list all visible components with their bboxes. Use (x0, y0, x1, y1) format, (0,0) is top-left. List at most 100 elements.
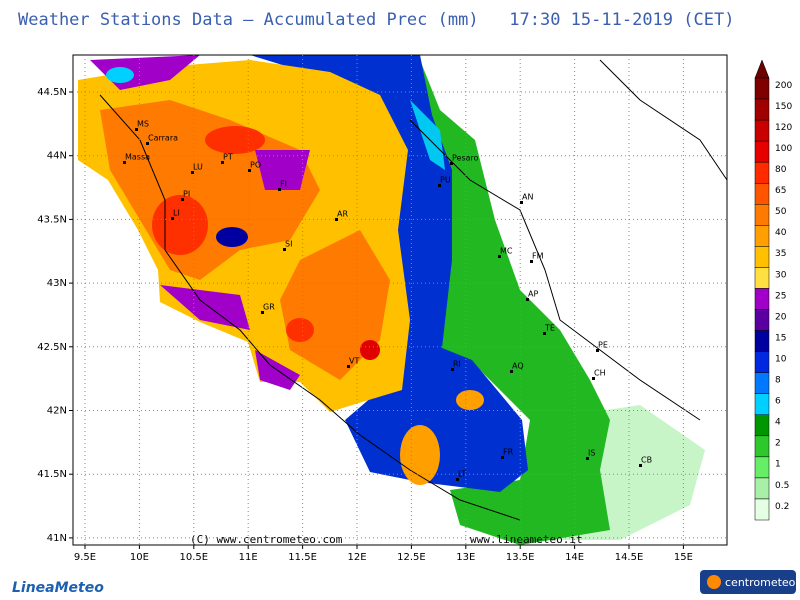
lon-label: 11E (239, 552, 258, 563)
lon-label: 14.5E (615, 552, 644, 563)
lat-label: 42N (47, 406, 67, 417)
legend-label: 8 (775, 376, 781, 386)
legend-label: 200 (775, 81, 792, 91)
city-dot (438, 184, 441, 187)
legend-label: 10 (775, 354, 787, 364)
city-dot (592, 377, 595, 380)
legend-swatch (754, 246, 770, 268)
city-label: LT (458, 470, 466, 479)
legend-swatch (754, 309, 770, 331)
city-label: CH (594, 369, 606, 378)
legend-label: 30 (775, 270, 787, 280)
city-label: AQ (512, 362, 524, 371)
city-label: PU (440, 176, 451, 185)
city-label: TE (544, 324, 555, 333)
credit: www.lineameteo.it (470, 533, 583, 546)
city-dot (181, 198, 184, 201)
legend-label: 20 (775, 312, 787, 322)
map-frame (72, 54, 728, 546)
lat-label: 44.5N (37, 87, 67, 98)
city-label: MS (137, 120, 149, 129)
legend-label: 4 (775, 418, 781, 428)
city-label: Carrara (148, 134, 178, 143)
coastline (99, 59, 728, 521)
legend-swatch (754, 267, 770, 289)
legend-label: 15 (775, 333, 786, 343)
city-label: PE (598, 341, 608, 350)
city-label: AR (337, 210, 348, 219)
city-label: VT (349, 357, 359, 366)
lat-label: 43N (47, 278, 67, 289)
city-dot (135, 128, 138, 131)
legend-label: 120 (775, 123, 792, 133)
city-dot (146, 142, 149, 145)
city-dot (530, 260, 533, 263)
legend-label: 50 (775, 207, 787, 217)
city-label: RI (453, 360, 461, 369)
city-dot (586, 457, 589, 460)
city-dot (510, 370, 513, 373)
lon-label: 14E (565, 552, 584, 563)
city-label: LU (193, 163, 203, 172)
city-dot (248, 169, 251, 172)
legend-swatch (754, 477, 770, 500)
city-label: PT (223, 153, 233, 162)
legend-swatch (754, 351, 770, 373)
city-dot (347, 365, 350, 368)
city-label: IS (588, 449, 595, 458)
city-dot (501, 456, 504, 459)
lon-label: 12.5E (397, 552, 426, 563)
city-label: AP (528, 290, 538, 299)
legend-label: 0.5 (775, 481, 789, 491)
legend-swatch (754, 119, 770, 142)
legend-label: 2 (775, 439, 781, 449)
lon-label: 13.5E (506, 552, 535, 563)
logo-box (700, 570, 796, 594)
legend-swatch (754, 204, 770, 226)
legend-swatch (754, 393, 770, 416)
city-label: LI (173, 209, 180, 218)
title: Weather Stations Data — Accumulated Prec… (18, 10, 734, 30)
city-dot (335, 218, 338, 221)
city-dot (596, 349, 599, 352)
legend-label: 6 (775, 397, 781, 407)
legend-swatch (754, 414, 770, 437)
logo-icon (707, 575, 721, 589)
city-label: AN (522, 193, 533, 202)
legend-label: 40 (775, 228, 787, 238)
legend-arrow (754, 59, 770, 79)
legend-swatch (754, 161, 770, 184)
city-label: MC (500, 247, 513, 256)
city-label: GR (263, 303, 275, 312)
legend-label: 0.2 (775, 502, 789, 512)
legend-swatch (754, 98, 770, 121)
legend-swatch (754, 498, 770, 521)
lon-label: 9.5E (74, 552, 96, 563)
city-dot (456, 478, 459, 481)
legend-swatch (754, 77, 770, 100)
city-label: PO (250, 161, 261, 170)
city-dot (261, 311, 264, 314)
legend-swatch (754, 330, 770, 352)
city-label: FI (280, 180, 287, 189)
city-dot (450, 162, 453, 165)
city-label: SI (285, 240, 292, 249)
legend-label: 65 (775, 186, 786, 196)
legend-label: 35 (775, 249, 786, 259)
legend-swatch (754, 140, 770, 163)
city-dot (191, 171, 194, 174)
lon-label: 11.5E (288, 552, 317, 563)
city-label: FR (503, 448, 514, 457)
city-dot (520, 201, 523, 204)
city-label: PI (183, 190, 190, 199)
legend-swatch (754, 435, 770, 458)
city-label: Massa (125, 153, 150, 162)
lat-label: 42.5N (37, 342, 67, 353)
city-dot (498, 255, 501, 258)
legend-swatch (754, 372, 770, 394)
city-dot (221, 161, 224, 164)
city-dot (283, 248, 286, 251)
lon-label: 10E (130, 552, 149, 563)
city-label: Pesaro (452, 154, 479, 163)
city-dot (451, 368, 454, 371)
